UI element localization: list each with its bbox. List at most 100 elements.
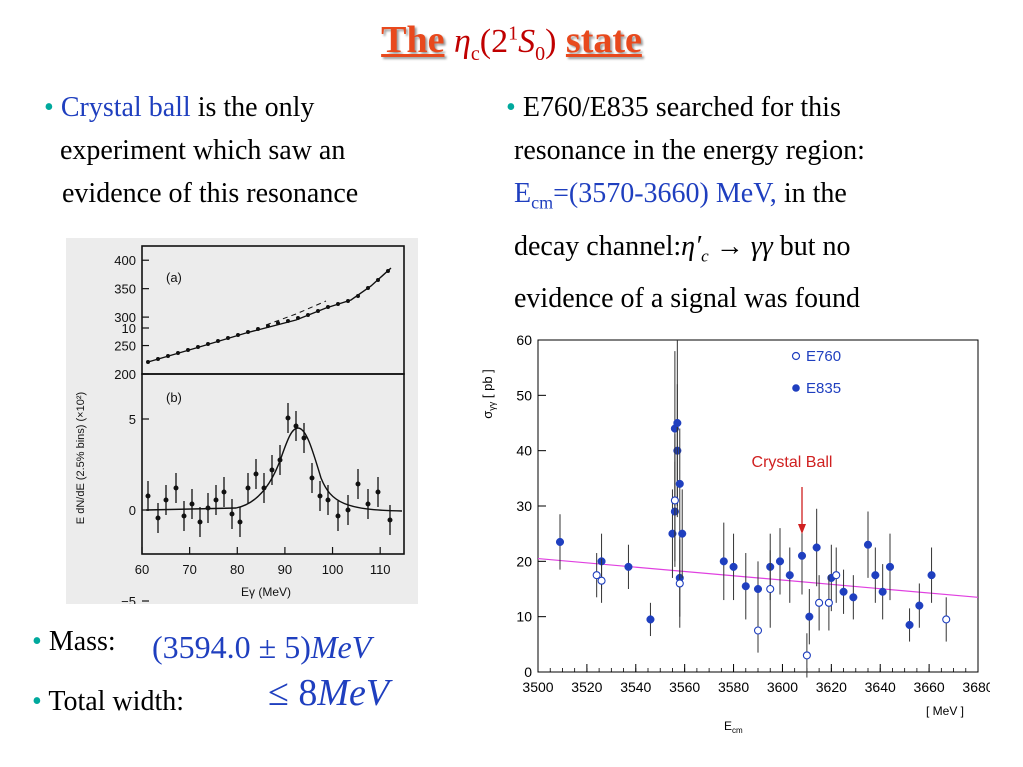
panel-b-point xyxy=(237,519,243,525)
panel-a-point xyxy=(216,339,220,343)
panel-b-point xyxy=(317,493,323,499)
panel-a-point xyxy=(366,286,370,290)
bullet-dot: • xyxy=(506,92,516,123)
left-fig-y-tick-label: 5 xyxy=(129,412,136,427)
width-value: ≤ 8MeV xyxy=(268,672,389,715)
left-fig-y-tick-label: 10 xyxy=(122,321,136,336)
panel-b-point xyxy=(229,511,235,517)
e835-point xyxy=(905,620,914,630)
panel-a-point xyxy=(236,333,240,337)
panel-b-point xyxy=(189,501,195,507)
left-fig-x-tick-label: 90 xyxy=(278,562,292,577)
e835-point xyxy=(753,584,763,594)
y-tick-label: 60 xyxy=(516,332,532,348)
right-line2: resonance in the energy region: xyxy=(514,135,865,166)
e835-point xyxy=(805,612,814,621)
panel-a-bg-line xyxy=(265,300,327,326)
panel-a-point xyxy=(276,321,280,325)
panel-b-point xyxy=(155,515,161,521)
panel-a-label: (a) xyxy=(166,270,182,285)
panel-a-point xyxy=(266,324,270,328)
cross-section-chart: 0 10 20 30 40 50 60 3500 3520 3540 3560 3580 3600 36… xyxy=(480,332,990,735)
e835-point xyxy=(785,571,794,580)
x-tick-label: 3640 xyxy=(865,679,896,695)
e760-point xyxy=(766,584,775,594)
panel-a-point xyxy=(176,351,180,355)
panel-b-point xyxy=(181,513,187,519)
e835-point xyxy=(839,587,848,596)
legend-e835-label: E835 xyxy=(806,380,841,397)
x-tick-label: 3680 xyxy=(962,679,990,695)
right-bullet: • E760/E835 searched for this resonance … xyxy=(506,86,1016,320)
width-number: ≤ 8 xyxy=(268,672,318,714)
e760-point xyxy=(597,576,606,585)
mass-unit: MeV xyxy=(310,629,372,665)
y-tick-label: 50 xyxy=(516,387,532,403)
e835-point xyxy=(624,562,633,571)
slide-title: The ηc(21S0) state xyxy=(0,18,1023,66)
x-tick-label: 3560 xyxy=(669,679,700,695)
right-line4-tail: but no xyxy=(772,230,851,262)
panel-a-point xyxy=(206,342,210,346)
left-fig-y-tick-label: 200 xyxy=(114,367,136,382)
e835-point xyxy=(863,540,873,549)
legend-e760-marker xyxy=(791,351,801,361)
e835-point xyxy=(915,601,924,610)
panel-b-point xyxy=(261,485,267,491)
x-tick-label: 3500 xyxy=(522,679,553,695)
title-suffix: state xyxy=(565,19,642,61)
panel-b-point xyxy=(145,493,151,499)
panel-b-point xyxy=(285,415,291,421)
left-fig-y-tick-label: 350 xyxy=(114,282,136,297)
left-line1: is the only xyxy=(190,92,315,123)
e835-point xyxy=(675,479,684,488)
panel-a-fit-line xyxy=(147,267,392,363)
left-fig-x-tick-label: 60 xyxy=(135,562,149,577)
crystal-ball-figure-svg: (a) (b) 200 250 300 350 400 −5 0 5 10 60 70 80 90 1… xyxy=(75,245,405,609)
width-label: Total width: xyxy=(48,686,185,717)
chart-xlabel: Ecm xyxy=(724,719,743,735)
e835-point xyxy=(678,529,687,538)
x-tick-label: 3580 xyxy=(718,679,749,695)
mass-row: • Mass: (3594.0 ± 5)MeV xyxy=(32,620,452,665)
panel-a-point xyxy=(246,330,250,334)
y-tick-label: 30 xyxy=(516,498,532,514)
panel-a-point xyxy=(226,336,230,340)
left-bullet-line1: • Crystal ball is the only xyxy=(44,86,464,129)
title-formula: ηc(21S0) xyxy=(454,23,556,65)
e835-point xyxy=(849,593,858,602)
e835-point xyxy=(797,551,807,560)
right-line1: E760/E835 searched for this xyxy=(522,92,841,123)
crystal-ball-highlight: Crystal ball xyxy=(60,92,191,123)
e835-point xyxy=(878,587,887,596)
panel-b-point xyxy=(309,475,315,481)
y-tick-label: 20 xyxy=(516,553,532,569)
width-unit: MeV xyxy=(317,672,390,714)
left-fig-y-tick-label: −5 xyxy=(121,594,136,604)
e760-point xyxy=(675,579,684,588)
x-tick-label: 3520 xyxy=(571,679,602,695)
e760-point xyxy=(832,571,841,580)
panel-a-point xyxy=(296,316,300,320)
mass-value: (3594.0 ± 5)MeV xyxy=(152,626,371,669)
chart-ylabel: σγγ [ pb ] xyxy=(480,369,497,419)
y-tick-label: 10 xyxy=(516,609,532,625)
panel-b-point xyxy=(355,481,361,487)
x-tick-label: 3660 xyxy=(914,679,945,695)
ecm-sub: cm xyxy=(531,192,554,213)
chart-xunit: [ MeV ] xyxy=(926,704,964,718)
bullet-dot: • xyxy=(32,686,42,717)
panel-a-point xyxy=(386,269,390,273)
right-line4: decay channel:η′c → γγ but no xyxy=(506,225,1016,278)
x-tick-label: 3620 xyxy=(816,679,847,695)
left-line3: evidence of this resonance xyxy=(62,178,359,209)
title-eta-sub: c xyxy=(470,42,480,65)
panel-b-point xyxy=(173,485,179,491)
e835-point xyxy=(741,582,750,591)
e835-point xyxy=(646,615,655,624)
panel-a-point xyxy=(316,309,320,313)
bullet-dot: • xyxy=(32,626,42,657)
right-line1-wrap: • E760/E835 searched for this xyxy=(506,86,1016,129)
panel-b-point xyxy=(213,497,219,503)
panel-b-point xyxy=(245,485,251,491)
